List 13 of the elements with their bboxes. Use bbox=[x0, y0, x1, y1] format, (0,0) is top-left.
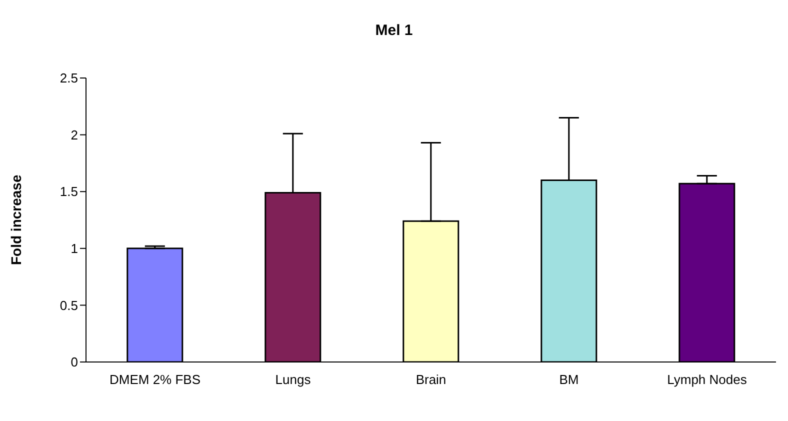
y-tick-label: 1.5 bbox=[60, 184, 78, 200]
x-tick-label: Brain bbox=[416, 372, 446, 387]
x-tick-label: Lymph Nodes bbox=[667, 372, 748, 387]
x-tick-label: BM bbox=[559, 372, 579, 387]
y-tick-label: 0 bbox=[70, 354, 78, 370]
x-tick-label: Lungs bbox=[275, 372, 312, 387]
y-tick-label: 2.5 bbox=[60, 70, 78, 86]
y-tick-label: 0.5 bbox=[60, 298, 78, 313]
y-tick-label: 2 bbox=[70, 127, 78, 142]
y-axis-title: Fold increase bbox=[8, 174, 24, 265]
y-tick-label: 1 bbox=[70, 241, 78, 256]
chart-title: Mel 1 bbox=[374, 21, 414, 41]
x-tick-label: DMEM 2% FBS bbox=[109, 372, 201, 387]
